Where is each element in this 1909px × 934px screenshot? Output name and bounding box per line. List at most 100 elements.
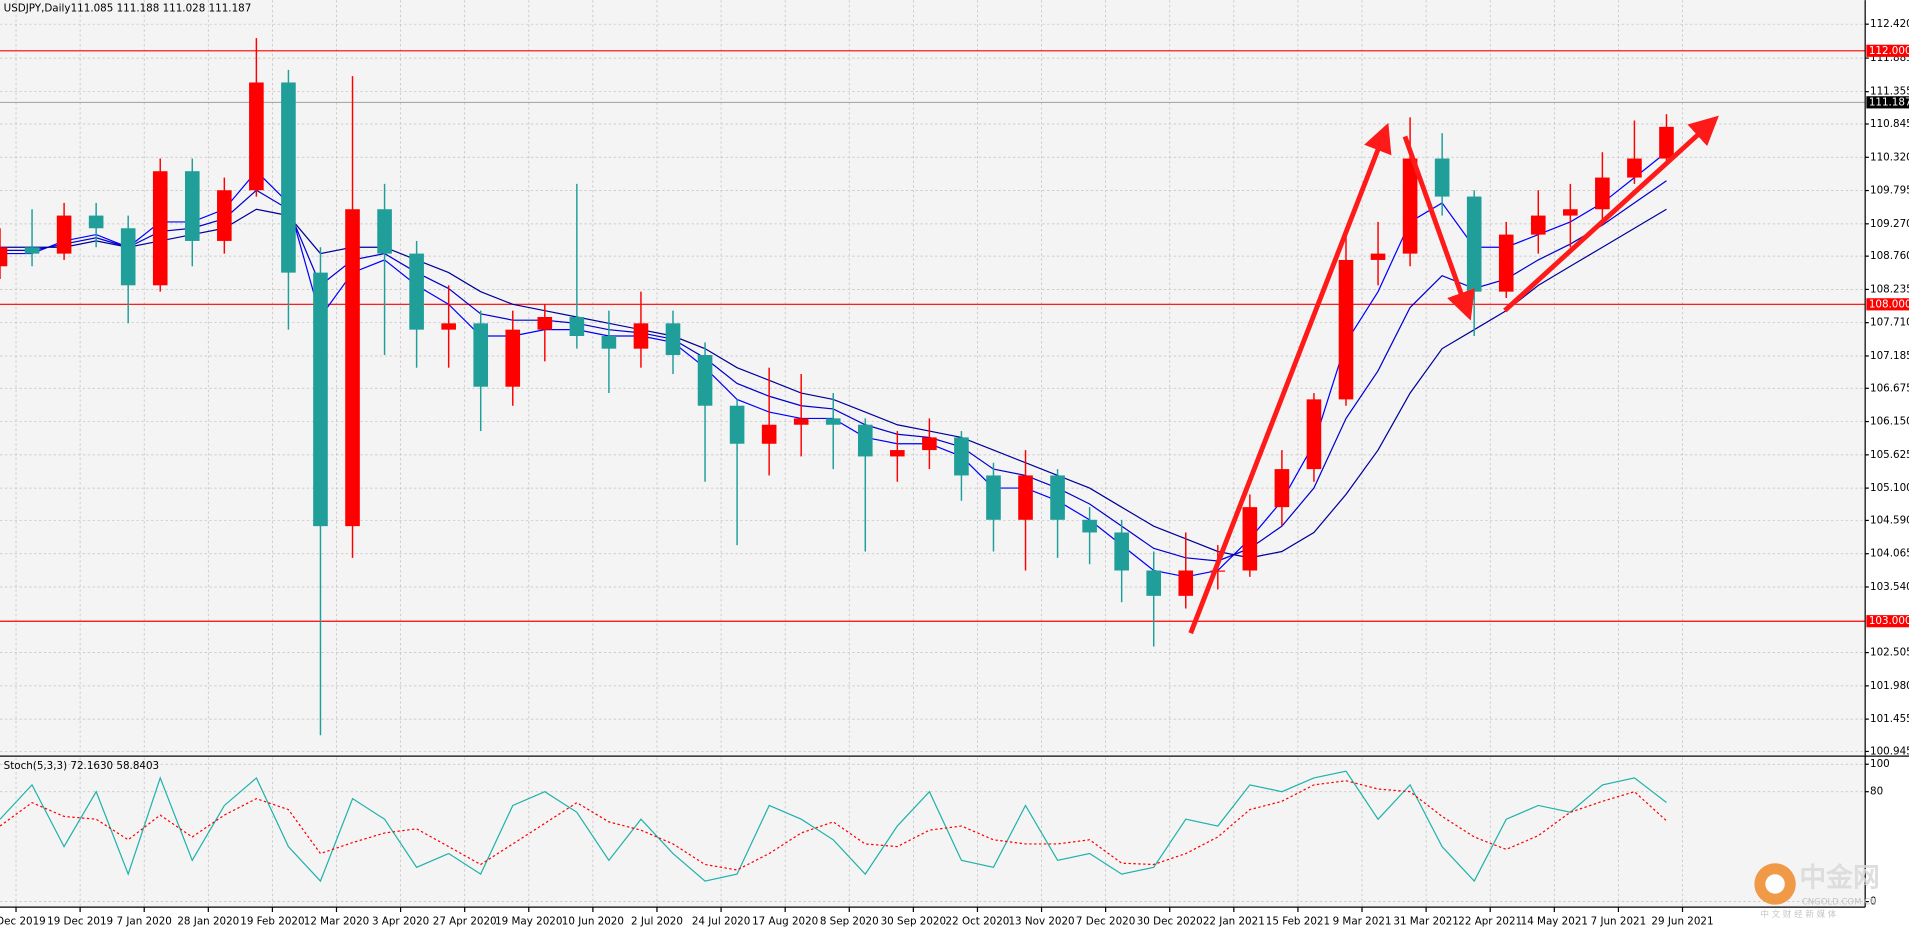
candle-body [1563, 209, 1578, 216]
candle-body [1018, 475, 1033, 520]
y-tick-label: 110.320 [1870, 151, 1909, 163]
candle-body [761, 424, 777, 444]
y-tick-label: 108.235 [1870, 283, 1909, 295]
x-tick-label: 7 Dec 2020 [1076, 916, 1135, 928]
x-tick-label: 28 Jan 2020 [177, 916, 239, 928]
arrow [1188, 122, 1392, 635]
watermark-site: CNGOLD.COM.CN [1802, 898, 1877, 908]
current-price-label: 111.187 [1869, 96, 1909, 108]
y-tick-label: 109.270 [1870, 218, 1909, 230]
candle-body [56, 215, 72, 254]
y-tick-label: 103.540 [1870, 581, 1909, 593]
candle-body [569, 316, 585, 337]
candle-body [1114, 532, 1129, 571]
x-tick-label: 19 Dec 2019 [47, 916, 113, 928]
candle-body [1242, 507, 1258, 571]
candle-body [601, 336, 617, 349]
y-tick-label: 108.760 [1870, 250, 1909, 262]
x-tick-label: 14 May 2021 [1521, 916, 1588, 928]
watermark-tagline: 中 文 财 经 新 媒 体 [1760, 909, 1836, 920]
y-tick-label: 101.455 [1870, 713, 1909, 725]
candle-body [184, 171, 200, 241]
candle-body [890, 450, 905, 457]
arrow [1402, 135, 1475, 321]
y-tick-label: 111.355 [1870, 86, 1909, 98]
candle-body [1659, 126, 1674, 159]
candle-body [1178, 570, 1194, 596]
watermark: 中金网 CNGOLD.COM.CN 中 文 财 经 新 媒 体 [1754, 862, 1880, 920]
y-tick-label: 80 [1870, 786, 1883, 798]
candle-body [697, 355, 713, 406]
x-tick-label: 30 Sep 2020 [881, 916, 946, 928]
level-label-box [1866, 615, 1909, 628]
candle-body [665, 323, 681, 356]
x-tick-label: 17 Aug 2020 [752, 916, 818, 928]
candle-body [1498, 234, 1514, 292]
price-panel [0, 0, 1866, 755]
x-tick-label: 7 Jun 2021 [1591, 916, 1647, 928]
candle-body [377, 209, 392, 254]
stoch-line [0, 780, 1667, 871]
candle-body [633, 323, 649, 349]
stoch-panel [0, 757, 1866, 908]
candle-body [1050, 475, 1065, 520]
candle-body [1306, 399, 1322, 470]
y-tick-label: 104.590 [1870, 514, 1909, 526]
x-tick-label: 22 Oct 2020 [946, 916, 1010, 928]
candle-body [0, 247, 8, 267]
y-tick-label: 109.795 [1870, 185, 1909, 197]
x-tick-label: 9 Mar 2021 [1333, 916, 1392, 928]
candle-body [986, 475, 1001, 520]
y-tick-label: 106.675 [1870, 382, 1909, 394]
indicator-title: Stoch(5,3,3) 72.1630 58.8403 [4, 760, 159, 772]
chart-title: USDJPY,Daily [4, 3, 71, 15]
candle-body [1210, 570, 1226, 572]
y-tick-label: 104.065 [1870, 548, 1909, 560]
candle-body [1402, 158, 1418, 254]
logo [1765, 874, 1785, 894]
candle-body [954, 437, 969, 476]
stoch-line [0, 770, 1667, 883]
trend-arrows [1188, 115, 1719, 635]
x-tick-label: 19 May 2020 [495, 916, 562, 928]
y-tick-label: 105.100 [1870, 482, 1909, 494]
y-tick-label: 100.945 [1870, 745, 1909, 757]
candle-body [505, 329, 521, 387]
candle-body [409, 253, 424, 330]
candle-body [345, 209, 360, 527]
y-tick-label: 102.505 [1870, 647, 1909, 659]
candle-body [1082, 519, 1097, 533]
x-tick-label: 8 Sep 2020 [820, 916, 879, 928]
level-label: 103.000 [1869, 615, 1909, 627]
candle-body [120, 228, 136, 286]
level-label-box [1866, 298, 1909, 311]
candle-body [729, 405, 745, 444]
x-tick-label: 15 Feb 2021 [1266, 916, 1330, 928]
candle-body [857, 424, 873, 457]
candle-body [1338, 259, 1354, 400]
candle-body [473, 323, 489, 387]
x-tick-label: 12 Mar 2020 [304, 916, 369, 928]
y-tick-label: 100 [1870, 758, 1890, 770]
x-tick-label: 7 Jan 2020 [117, 916, 172, 928]
watermark-brand: 中金网 [1799, 862, 1879, 894]
x-tick-label: 13 Nov 2020 [1008, 916, 1074, 928]
y-tick-label: 105.625 [1870, 449, 1909, 461]
candle-body [24, 247, 40, 254]
y-tick-label: 112.420 [1870, 18, 1909, 30]
x-tick-label: 30 Dec 2020 [1137, 916, 1203, 928]
level-label: 108.000 [1869, 298, 1909, 310]
candle-body [1466, 196, 1482, 292]
candle-body [1627, 158, 1642, 178]
x-tick-label: 10 Jun 2020 [562, 916, 624, 928]
x-tick-label: 22 Apr 2021 [1458, 916, 1522, 928]
candle-body [537, 316, 553, 330]
y-tick-label: 101.980 [1870, 680, 1909, 692]
y-tick-label: 111.885 [1870, 52, 1909, 64]
candle-body [1274, 469, 1290, 508]
x-tick-label: 22 Jan 2021 [1203, 916, 1265, 928]
arrow [1503, 115, 1719, 313]
y-tick-label: 106.150 [1870, 416, 1909, 428]
